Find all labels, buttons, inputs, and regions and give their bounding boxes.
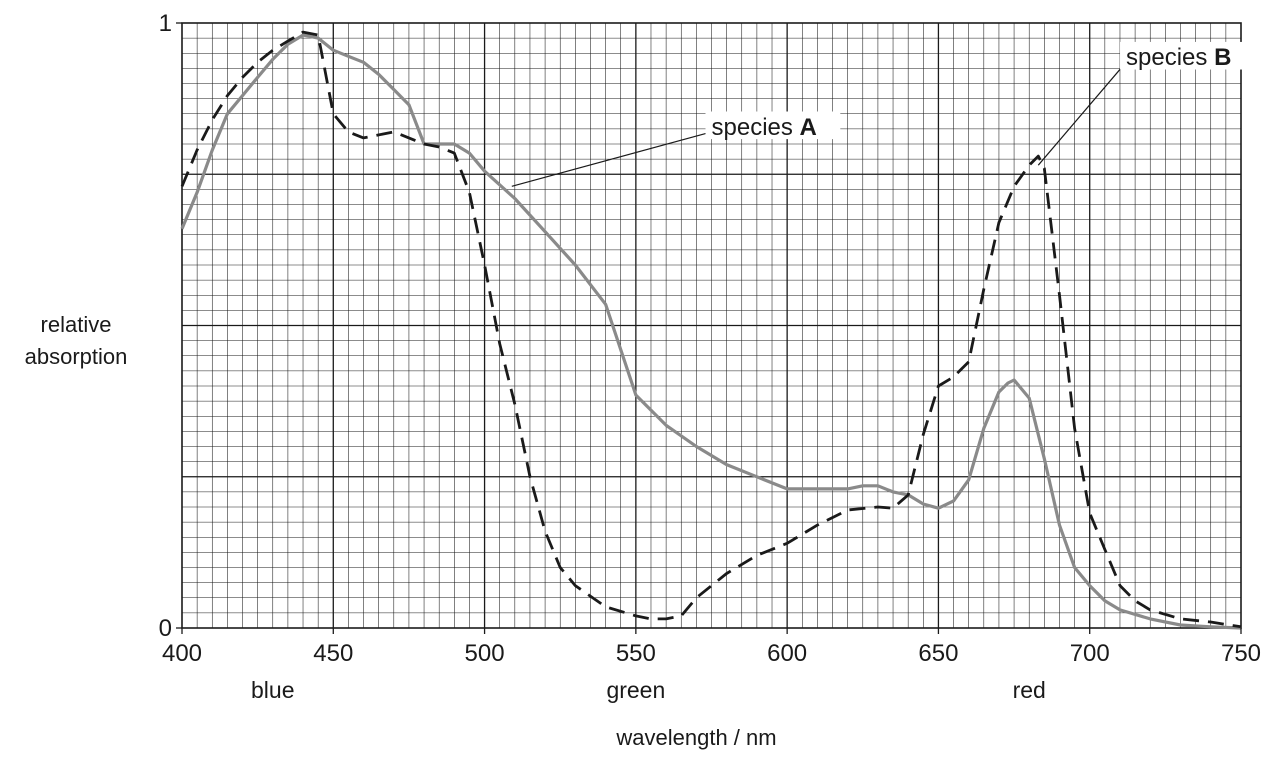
series-label-prefix: species [1126, 44, 1214, 71]
x-tick-label: 700 [1070, 640, 1110, 667]
x-tick-label: 650 [918, 640, 958, 667]
series-b-line [180, 30, 1242, 629]
series-a-label-bg [705, 111, 841, 140]
x-tick-label: 500 [465, 640, 505, 667]
x-axis-label: wavelength / nm [615, 725, 776, 750]
y-tick-labels: 01 [159, 10, 182, 642]
series-b-leader-line [1037, 61, 1127, 166]
series-label-prefix: species [712, 114, 800, 141]
y-axis-label-line-2: absorption [25, 344, 128, 369]
series-a-leader-line [511, 131, 712, 187]
major-gridlines [182, 23, 1241, 628]
x-tick-label: 750 [1221, 640, 1261, 667]
x-tick-label: 400 [162, 640, 202, 667]
series-layer [180, 30, 1242, 630]
band-label-blue: blue [251, 677, 294, 703]
series-label-letter: B [1214, 44, 1231, 71]
y-tick-label: 0 [159, 615, 172, 642]
band-label-green: green [606, 677, 665, 703]
series-b-label-bg [1120, 41, 1255, 70]
y-tick-label: 1 [159, 10, 172, 37]
x-tick-label: 600 [767, 640, 807, 667]
x-tick-label: 550 [616, 640, 656, 667]
series-b-label: species B [1126, 44, 1231, 71]
series-a-line [180, 33, 1242, 630]
color-band-labels: blue green red [251, 677, 1046, 703]
y-axis-label-line-1: relative [41, 312, 112, 337]
x-tick-labels: 400 450 500 550 600 650 700 750 [162, 628, 1261, 667]
band-label-red: red [1013, 677, 1046, 703]
series-label-letter: A [800, 114, 817, 141]
plot-frame [181, 22, 1242, 629]
x-tick-label: 450 [313, 640, 353, 667]
series-a-label: species A [712, 114, 817, 141]
